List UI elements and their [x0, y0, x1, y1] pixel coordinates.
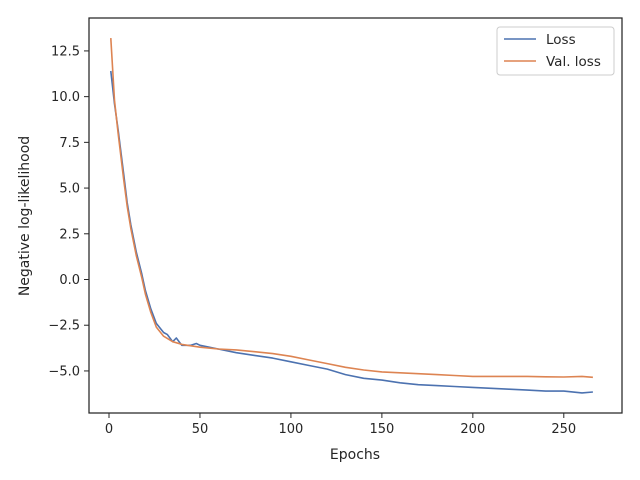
x-axis-label: Epochs: [330, 447, 380, 463]
y-tick-label: 12.5: [51, 44, 80, 59]
x-tick-label: 0: [105, 422, 113, 437]
y-tick-label: 7.5: [59, 136, 80, 151]
x-tick-label: 200: [460, 422, 485, 437]
y-tick-label: 0.0: [59, 273, 80, 288]
legend-label-val-loss: Val. loss: [546, 54, 601, 70]
x-tick-label: 150: [369, 422, 394, 437]
y-tick-label: 10.0: [51, 90, 80, 105]
plot-frame: [88, 17, 623, 414]
y-tick-label: −5.0: [48, 364, 80, 379]
legend-label-loss: Loss: [546, 32, 576, 48]
y-tick-label: 2.5: [59, 227, 80, 242]
x-tick-label: 250: [551, 422, 576, 437]
plot-lines: [110, 38, 593, 394]
series-line-val-loss: [110, 38, 593, 379]
y-tick-label: −2.5: [48, 319, 80, 334]
x-tick-label: 100: [279, 422, 304, 437]
series-line-loss: [110, 70, 593, 394]
x-axis-ticks: 0 50 100 150 200 250: [105, 413, 576, 437]
y-axis-ticks: −5.0 −2.5 0.0 2.5 5.0 7.5 10.0 12.5: [48, 44, 89, 379]
legend: Loss Val. loss: [496, 26, 615, 76]
y-tick-label: 5.0: [59, 182, 80, 197]
x-tick-label: 50: [192, 422, 209, 437]
y-axis-label: Negative log-likelihood: [17, 136, 33, 296]
